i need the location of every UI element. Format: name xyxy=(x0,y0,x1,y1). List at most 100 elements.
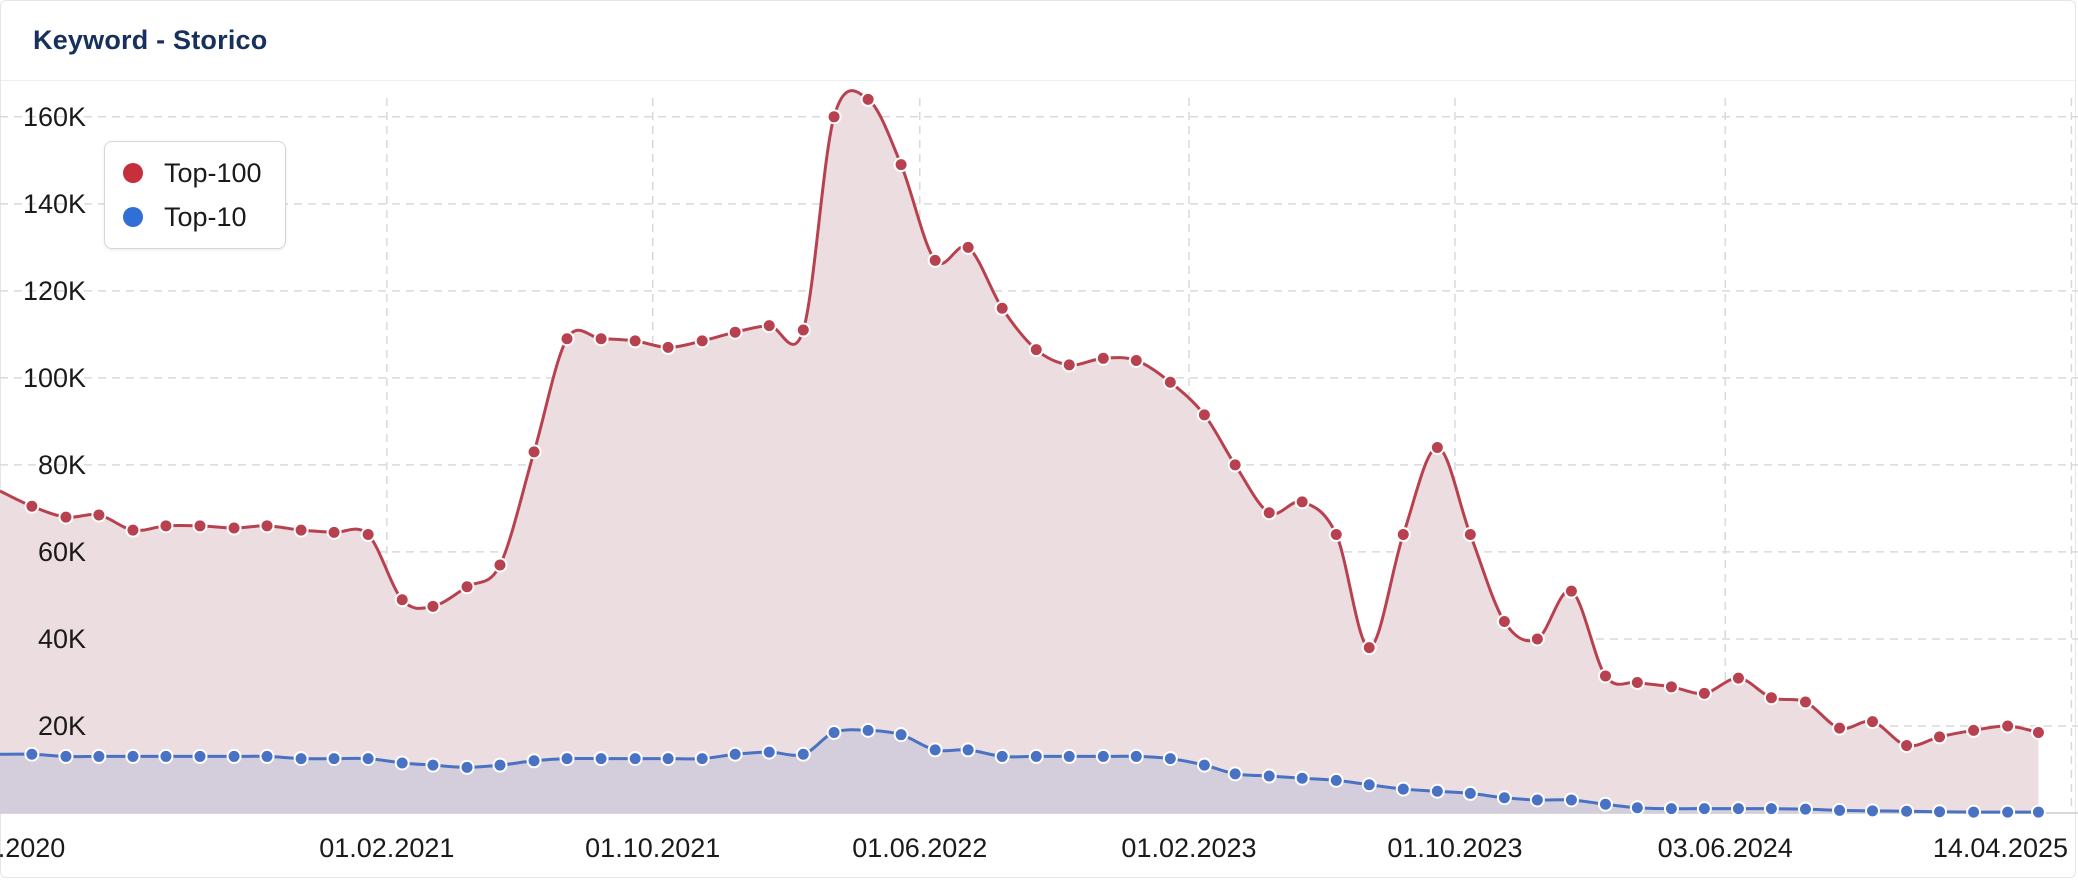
data-point-top-10[interactable] xyxy=(1095,748,1111,764)
data-point-top-100[interactable] xyxy=(893,157,909,173)
data-point-top-10[interactable] xyxy=(492,757,508,773)
data-point-top-100[interactable] xyxy=(1128,352,1144,368)
data-point-top-10[interactable] xyxy=(1328,772,1344,788)
data-point-top-10[interactable] xyxy=(24,746,40,762)
data-point-top-10[interactable] xyxy=(1832,802,1848,818)
data-point-top-10[interactable] xyxy=(259,748,275,764)
data-point-top-10[interactable] xyxy=(2000,804,2016,820)
data-point-top-10[interactable] xyxy=(1663,801,1679,817)
data-point-top-10[interactable] xyxy=(960,742,976,758)
data-point-top-10[interactable] xyxy=(627,751,643,767)
data-point-top-10[interactable] xyxy=(559,751,575,767)
data-point-top-100[interactable] xyxy=(1663,679,1679,695)
data-point-top-10[interactable] xyxy=(795,746,811,762)
data-point-top-10[interactable] xyxy=(394,755,410,771)
data-point-top-10[interactable] xyxy=(425,757,441,773)
data-point-top-100[interactable] xyxy=(1294,494,1310,510)
data-point-top-10[interactable] xyxy=(1294,770,1310,786)
data-point-top-100[interactable] xyxy=(1696,685,1712,701)
data-point-top-100[interactable] xyxy=(1563,583,1579,599)
data-point-top-100[interactable] xyxy=(1395,527,1411,543)
data-point-top-10[interactable] xyxy=(2030,804,2046,820)
data-point-top-10[interactable] xyxy=(1966,804,1982,820)
data-point-top-100[interactable] xyxy=(394,592,410,608)
data-point-top-10[interactable] xyxy=(893,727,909,743)
data-point-top-10[interactable] xyxy=(826,725,842,741)
data-point-top-10[interactable] xyxy=(1899,803,1915,819)
data-point-top-100[interactable] xyxy=(1162,374,1178,390)
data-point-top-100[interactable] xyxy=(1196,407,1212,423)
data-point-top-10[interactable] xyxy=(526,753,542,769)
data-point-top-10[interactable] xyxy=(125,748,141,764)
data-point-top-10[interactable] xyxy=(226,748,242,764)
data-point-top-100[interactable] xyxy=(526,444,542,460)
data-point-top-100[interactable] xyxy=(91,507,107,523)
data-point-top-100[interactable] xyxy=(795,322,811,338)
data-point-top-100[interactable] xyxy=(1730,670,1746,686)
data-point-top-100[interactable] xyxy=(2030,725,2046,741)
data-point-top-100[interactable] xyxy=(158,518,174,534)
data-point-top-10[interactable] xyxy=(158,748,174,764)
data-point-top-10[interactable] xyxy=(58,748,74,764)
data-point-top-100[interactable] xyxy=(927,252,943,268)
data-point-top-10[interactable] xyxy=(1429,783,1445,799)
data-point-top-10[interactable] xyxy=(1865,803,1881,819)
data-point-top-100[interactable] xyxy=(24,498,40,514)
data-point-top-100[interactable] xyxy=(58,509,74,525)
data-point-top-100[interactable] xyxy=(1061,357,1077,373)
data-point-top-100[interactable] xyxy=(1261,505,1277,521)
data-point-top-100[interactable] xyxy=(459,579,475,595)
data-point-top-100[interactable] xyxy=(1529,631,1545,647)
data-point-top-10[interactable] xyxy=(593,751,609,767)
data-point-top-100[interactable] xyxy=(593,331,609,347)
data-point-top-10[interactable] xyxy=(761,744,777,760)
data-point-top-100[interactable] xyxy=(360,527,376,543)
data-point-top-10[interactable] xyxy=(1730,801,1746,817)
data-point-top-100[interactable] xyxy=(226,520,242,536)
data-point-top-10[interactable] xyxy=(1361,777,1377,793)
data-point-top-10[interactable] xyxy=(1462,785,1478,801)
data-point-top-100[interactable] xyxy=(826,109,842,125)
data-point-top-10[interactable] xyxy=(660,751,676,767)
data-point-top-10[interactable] xyxy=(1696,801,1712,817)
data-point-top-100[interactable] xyxy=(293,522,309,538)
data-point-top-10[interactable] xyxy=(1797,801,1813,817)
data-point-top-10[interactable] xyxy=(1128,748,1144,764)
data-point-top-100[interactable] xyxy=(994,300,1010,316)
data-point-top-10[interactable] xyxy=(860,722,876,738)
legend-item-top-10[interactable]: Top-10 xyxy=(123,200,247,234)
data-point-top-100[interactable] xyxy=(1629,674,1645,690)
data-point-top-100[interactable] xyxy=(1797,694,1813,710)
data-point-top-10[interactable] xyxy=(1227,766,1243,782)
data-point-top-100[interactable] xyxy=(1763,690,1779,706)
data-point-top-100[interactable] xyxy=(1865,714,1881,730)
data-point-top-100[interactable] xyxy=(1899,738,1915,754)
data-point-top-10[interactable] xyxy=(1028,748,1044,764)
data-point-top-100[interactable] xyxy=(694,333,710,349)
data-point-top-10[interactable] xyxy=(293,751,309,767)
data-point-top-100[interactable] xyxy=(960,239,976,255)
data-point-top-10[interactable] xyxy=(1629,800,1645,816)
data-point-top-10[interactable] xyxy=(1061,748,1077,764)
data-point-top-100[interactable] xyxy=(1429,440,1445,455)
data-point-top-10[interactable] xyxy=(1529,792,1545,808)
data-point-top-10[interactable] xyxy=(994,748,1010,764)
data-point-top-100[interactable] xyxy=(192,518,208,534)
data-point-top-10[interactable] xyxy=(694,751,710,767)
data-point-top-100[interactable] xyxy=(125,522,141,538)
data-point-top-100[interactable] xyxy=(2000,718,2016,734)
data-point-top-100[interactable] xyxy=(1227,457,1243,473)
data-point-top-100[interactable] xyxy=(492,557,508,573)
data-point-top-10[interactable] xyxy=(459,759,475,775)
data-point-top-10[interactable] xyxy=(1763,801,1779,817)
data-point-top-10[interactable] xyxy=(1496,790,1512,806)
data-point-top-10[interactable] xyxy=(1395,781,1411,797)
data-point-top-10[interactable] xyxy=(927,742,943,758)
data-point-top-100[interactable] xyxy=(727,324,743,340)
data-point-top-100[interactable] xyxy=(1597,668,1613,684)
data-point-top-10[interactable] xyxy=(1261,768,1277,784)
data-point-top-10[interactable] xyxy=(1196,757,1212,773)
data-point-top-100[interactable] xyxy=(1932,729,1948,745)
data-point-top-100[interactable] xyxy=(326,524,342,540)
